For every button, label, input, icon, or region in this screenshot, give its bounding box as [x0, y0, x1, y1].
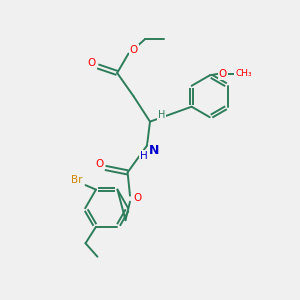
- Text: H: H: [158, 110, 165, 120]
- Text: CH₃: CH₃: [235, 69, 252, 78]
- Text: O: O: [95, 159, 103, 169]
- Text: Br: Br: [71, 175, 83, 185]
- Text: O: O: [88, 58, 96, 68]
- Text: N: N: [149, 143, 160, 157]
- Text: O: O: [133, 193, 142, 203]
- Text: H: H: [140, 151, 147, 161]
- Text: O: O: [130, 45, 138, 55]
- Text: O: O: [218, 69, 227, 79]
